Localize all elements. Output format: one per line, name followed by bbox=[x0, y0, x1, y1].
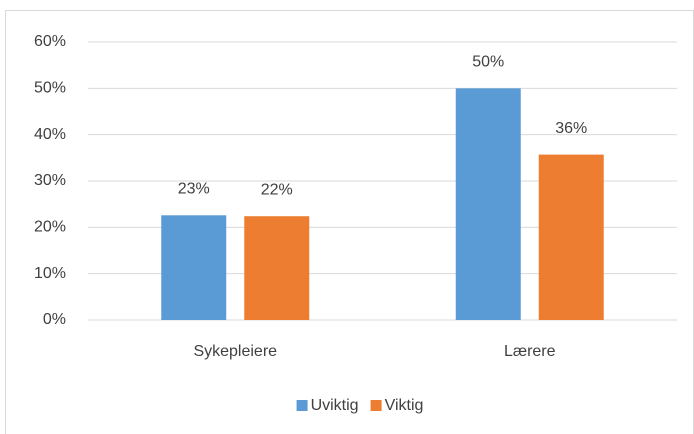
bar bbox=[244, 216, 310, 320]
legend-label: Viktig bbox=[385, 397, 424, 414]
y-tick-label: 40% bbox=[34, 126, 66, 143]
bar bbox=[455, 88, 521, 320]
x-tick-label: Sykepleiere bbox=[193, 343, 277, 360]
bar bbox=[161, 215, 227, 320]
bar bbox=[538, 154, 604, 320]
y-tick-label: 60% bbox=[34, 33, 66, 50]
y-tick-label: 20% bbox=[34, 219, 66, 236]
y-tick-label: 50% bbox=[34, 80, 66, 97]
data-label: 36% bbox=[555, 120, 587, 137]
data-label: 23% bbox=[178, 181, 210, 198]
data-label: 50% bbox=[472, 54, 504, 71]
legend-label: Uviktig bbox=[311, 397, 359, 414]
x-tick-label: Lærere bbox=[504, 343, 556, 360]
legend-swatch bbox=[296, 400, 308, 411]
legend-swatch bbox=[370, 400, 382, 411]
y-tick-label: 30% bbox=[34, 172, 66, 189]
data-label: 22% bbox=[261, 181, 293, 198]
y-tick-label: 0% bbox=[43, 311, 66, 328]
y-tick-label: 10% bbox=[34, 265, 66, 282]
